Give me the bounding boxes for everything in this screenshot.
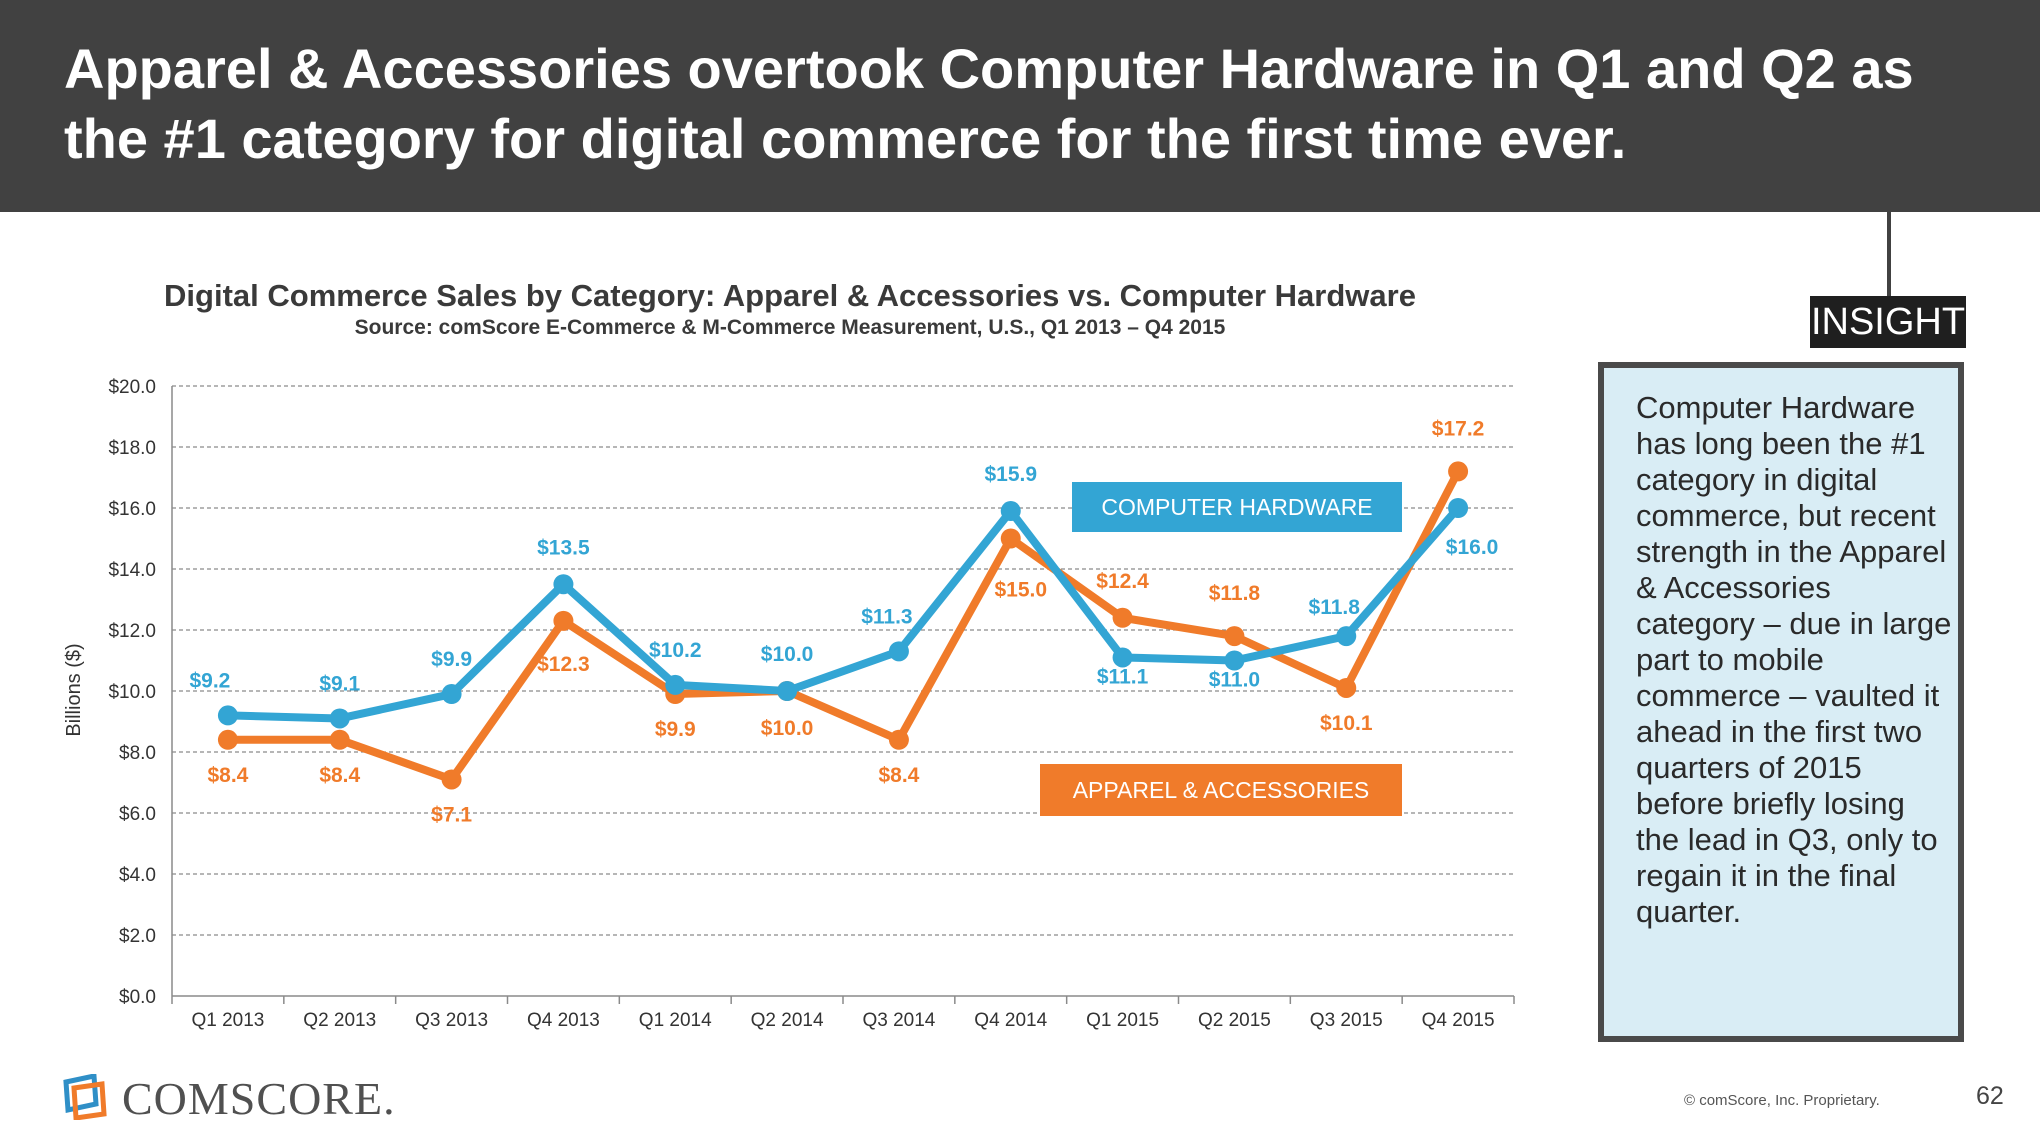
- x-tick-label: Q4 2014: [974, 1010, 1047, 1031]
- legend-box: [1040, 764, 1402, 816]
- data-label: $9.1: [319, 672, 360, 695]
- legend: COMPUTER HARDWARE APPAREL & ACCESSORIES: [1040, 482, 1402, 816]
- y-tick-label: $4.0: [119, 865, 156, 886]
- data-label: $11.1: [1097, 665, 1149, 688]
- data-label: $9.9: [655, 718, 696, 741]
- data-label: $10.0: [761, 643, 814, 666]
- data-point: [1336, 677, 1357, 698]
- y-tick-label: $2.0: [119, 926, 156, 947]
- data-label: $12.3: [537, 653, 590, 676]
- x-tick-label: Q4 2015: [1422, 1010, 1495, 1031]
- y-tick-label: $6.0: [119, 804, 156, 825]
- comscore-logo-text: COMSCORE.: [122, 1073, 396, 1124]
- legend-box: [1072, 482, 1402, 532]
- x-tick-label: Q2 2013: [303, 1010, 376, 1031]
- page-number: 62: [1976, 1082, 2004, 1110]
- data-point: [1448, 461, 1469, 482]
- data-point: [329, 729, 350, 750]
- legend-label: COMPUTER HARDWARE: [1101, 494, 1372, 520]
- y-tick-label: $16.0: [108, 499, 156, 520]
- data-point: [441, 769, 462, 790]
- insight-box: Computer Hardware has long been the #1 c…: [1598, 362, 1964, 1042]
- data-point: [1448, 498, 1469, 518]
- data-point: [888, 641, 909, 662]
- data-point: [553, 610, 574, 631]
- x-tick-label: Q2 2015: [1198, 1010, 1271, 1031]
- chart-title: Digital Commerce Sales by Category: Appa…: [164, 278, 1416, 313]
- data-point: [441, 684, 462, 705]
- insight-tag: INSIGHT: [1810, 296, 1966, 348]
- y-tick-label: $14.0: [108, 560, 156, 581]
- data-point: [888, 729, 909, 750]
- data-label: $11.8: [1209, 582, 1261, 605]
- data-label: $17.2: [1432, 417, 1485, 440]
- data-point: [329, 708, 350, 729]
- data-point: [217, 705, 238, 726]
- legend-label: APPAREL & ACCESSORIES: [1073, 777, 1370, 803]
- data-point: [1224, 650, 1245, 671]
- axes: $0.0 $2.0 $4.0 $6.0 $8.0 $10.0 $12.0 $14.0 $16.0…: [63, 377, 1515, 1031]
- data-label: $8.4: [207, 764, 248, 787]
- x-tick-label: Q3 2015: [1310, 1010, 1383, 1031]
- y-tick-label: $10.0: [108, 682, 156, 703]
- y-tick-label: $0.0: [119, 987, 156, 1008]
- data-label: $11.3: [861, 605, 912, 628]
- x-tick-label: Q1 2015: [1086, 1010, 1159, 1031]
- x-tick-label: Q1 2014: [639, 1010, 712, 1031]
- data-point: [1336, 626, 1357, 647]
- data-point: [1000, 501, 1021, 522]
- data-label: $12.4: [1096, 570, 1149, 593]
- line-chart: $0.0 $2.0 $4.0 $6.0 $8.0 $10.0 $12.0 $14.0 $16.0…: [63, 377, 1515, 1031]
- y-axis-title: Billions ($): [63, 643, 85, 736]
- data-labels: $9.2 $9.1 $9.9 $13.5 $10.2 $10.0 $11.3 $15.9 $11…: [189, 417, 1498, 826]
- comscore-logo-icon: [63, 1074, 107, 1120]
- data-label: $15.0: [994, 579, 1047, 602]
- y-tick-label: $18.0: [108, 438, 156, 459]
- insight-text: Computer Hardware has long been the #1 c…: [1636, 390, 1952, 929]
- data-label: $7.1: [431, 803, 472, 826]
- data-point: [217, 729, 238, 750]
- data-label: $9.2: [189, 669, 230, 692]
- chart-subtitle: Source: comScore E-Commerce & M-Commerce…: [354, 316, 1226, 339]
- series-line-computer-hardware: [227, 505, 1462, 723]
- x-tick-label: Q3 2014: [862, 1010, 935, 1031]
- data-point: [777, 681, 798, 701]
- y-tick-label: $8.0: [119, 743, 156, 764]
- data-point: [1224, 626, 1245, 647]
- data-point: [665, 674, 686, 695]
- series-lines: [217, 461, 1469, 790]
- y-tick-label: $20.0: [108, 377, 156, 398]
- data-label: $11.0: [1209, 669, 1260, 692]
- data-label: $15.9: [984, 463, 1037, 486]
- x-tick-label: Q4 2013: [527, 1010, 600, 1031]
- data-label: $8.4: [319, 764, 360, 787]
- grid-lines: [172, 385, 1514, 936]
- data-label: $9.9: [431, 648, 472, 671]
- data-point: [553, 574, 574, 595]
- data-label: $10.2: [649, 639, 702, 662]
- data-label: $11.8: [1309, 596, 1361, 619]
- series-line-apparel-accessories: [227, 469, 1462, 784]
- x-tick-label: Q3 2013: [415, 1010, 488, 1031]
- data-point: [1112, 647, 1133, 668]
- insight-connector-line: [1887, 212, 1891, 308]
- data-label: $16.0: [1446, 536, 1499, 559]
- data-label: $10.1: [1320, 712, 1373, 735]
- x-tick-label: Q1 2013: [191, 1010, 264, 1031]
- x-tick-label: Q2 2014: [751, 1010, 824, 1031]
- copyright-notice: © comScore, Inc. Proprietary.: [1684, 1092, 1880, 1109]
- data-label: $13.5: [537, 536, 590, 559]
- data-label: $8.4: [878, 764, 919, 787]
- data-label: $10.0: [761, 717, 814, 740]
- data-point: [1000, 528, 1021, 549]
- header-bar: Apparel & Accessories overtook Computer …: [0, 0, 2040, 212]
- y-tick-label: $12.0: [108, 621, 156, 642]
- data-point: [1112, 607, 1133, 628]
- slide-title: Apparel & Accessories overtook Computer …: [64, 37, 1914, 170]
